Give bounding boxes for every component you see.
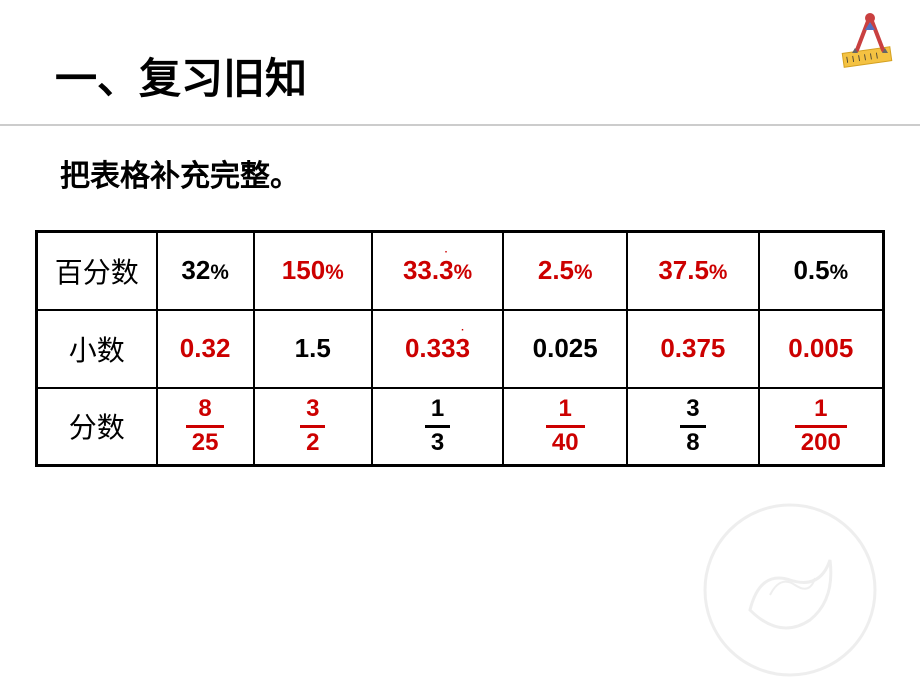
fraction-value: 13 [425, 396, 450, 456]
data-cell: 2.5% [503, 232, 627, 310]
table-container: 百分数 32% 150% 33.3·% 2.5% 37.5% 0.5% 小数 0.32 1.5 0.… [35, 230, 885, 467]
data-cell: 37.5% [627, 232, 758, 310]
data-cell: 32% [157, 232, 254, 310]
data-cell: 38 [627, 388, 758, 466]
fraction-numerator: 3 [300, 396, 325, 424]
fraction-numerator: 8 [186, 396, 225, 424]
slide-container: 一、复习旧知 把表格补充完整。 百分数 32% 150% 33.3·% 2.5% 37.5… [0, 0, 920, 690]
table-row: 百分数 32% 150% 33.3·% 2.5% 37.5% 0.5% [37, 232, 884, 310]
table-row: 小数 0.32 1.5 0.333· 0.025 0.375 0.005 [37, 310, 884, 388]
cell-value: 0.375 [660, 333, 725, 363]
row-header-cell: 百分数 [37, 232, 157, 310]
fraction-denominator: 25 [186, 428, 225, 456]
cell-value: 150% [282, 255, 344, 285]
fraction-numerator: 1 [795, 396, 847, 424]
fraction-denominator: 40 [546, 428, 585, 456]
title-divider [0, 124, 920, 126]
cell-value: 0.32 [180, 333, 231, 363]
data-cell: 140 [503, 388, 627, 466]
fraction-denominator: 8 [680, 428, 705, 456]
table-row: 分数8253213140381200 [37, 388, 884, 466]
cell-value: 33.3·% [403, 255, 472, 285]
fraction-value: 1200 [795, 396, 847, 456]
fraction-value: 38 [680, 396, 705, 456]
cell-value: 37.5% [658, 255, 727, 285]
cell-value: 0.025 [533, 333, 598, 363]
fraction-numerator: 1 [425, 396, 450, 424]
data-cell: 13 [372, 388, 503, 466]
data-cell: 1.5 [254, 310, 372, 388]
fraction-value: 825 [186, 396, 225, 456]
fraction-value: 140 [546, 396, 585, 456]
data-cell: 0.5% [759, 232, 884, 310]
compass-ruler-icon [835, 8, 905, 78]
cell-value: 0.333· [405, 333, 470, 363]
data-cell: 0.025 [503, 310, 627, 388]
title-section: 一、复习旧知 [0, 0, 920, 106]
data-cell: 33.3·% [372, 232, 503, 310]
conversion-table: 百分数 32% 150% 33.3·% 2.5% 37.5% 0.5% 小数 0.32 1.5 0.… [35, 230, 885, 467]
fraction-denominator: 2 [300, 428, 325, 456]
data-cell: 32 [254, 388, 372, 466]
data-cell: 150% [254, 232, 372, 310]
data-cell: 825 [157, 388, 254, 466]
watermark-icon [700, 500, 880, 680]
fraction-numerator: 1 [546, 396, 585, 424]
cell-value: 2.5% [538, 255, 593, 285]
fraction-numerator: 3 [680, 396, 705, 424]
cell-value: 32% [181, 255, 228, 285]
data-cell: 0.005 [759, 310, 884, 388]
row-header-cell: 分数 [37, 388, 157, 466]
cell-value: 0.005 [788, 333, 853, 363]
data-cell: 0.32 [157, 310, 254, 388]
cell-value: 1.5 [295, 333, 331, 363]
fraction-value: 32 [300, 396, 325, 456]
data-cell: 0.333· [372, 310, 503, 388]
page-title: 一、复习旧知 [55, 45, 920, 106]
subtitle-text: 把表格补充完整。 [60, 151, 920, 195]
fraction-denominator: 200 [795, 428, 847, 456]
row-header-cell: 小数 [37, 310, 157, 388]
fraction-denominator: 3 [425, 428, 450, 456]
cell-value: 0.5% [793, 255, 848, 285]
data-cell: 1200 [759, 388, 884, 466]
data-cell: 0.375 [627, 310, 758, 388]
